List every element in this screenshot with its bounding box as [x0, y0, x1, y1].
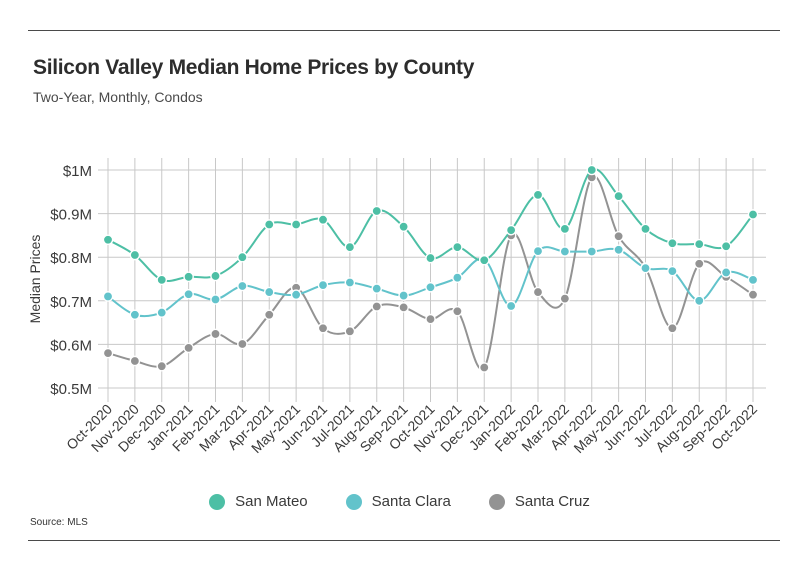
- data-point-san-mateo: [559, 223, 571, 235]
- chart-title: Silicon Valley Median Home Prices by Cou…: [33, 56, 475, 79]
- top-rule: [28, 30, 780, 31]
- data-point-santa-cruz: [613, 230, 624, 242]
- data-point-santa-cruz: [452, 305, 463, 317]
- data-point-san-mateo: [210, 270, 221, 282]
- data-point-san-mateo: [129, 249, 141, 261]
- legend-item: Santa Clara: [345, 493, 451, 510]
- y-tick-label: $0.6M: [50, 337, 92, 354]
- data-point-santa-cruz: [317, 322, 329, 334]
- y-axis-title: Median Prices: [27, 235, 43, 324]
- legend-item: Santa Cruz: [488, 493, 590, 510]
- data-point-santa-clara: [505, 300, 517, 312]
- data-point-santa-clara: [693, 295, 705, 307]
- data-point-san-mateo: [263, 219, 275, 230]
- data-point-santa-cruz: [129, 355, 141, 367]
- chart-subtitle: Two-Year, Monthly, Condos: [33, 89, 203, 105]
- data-point-san-mateo: [371, 205, 383, 217]
- data-point-santa-cruz: [156, 360, 168, 372]
- data-point-santa-cruz: [263, 309, 275, 321]
- data-point-santa-clara: [344, 277, 356, 288]
- data-point-san-mateo: [747, 209, 759, 220]
- data-point-san-mateo: [398, 221, 409, 232]
- data-point-san-mateo: [613, 190, 624, 202]
- data-point-santa-cruz: [425, 313, 436, 325]
- data-point-santa-cruz: [667, 322, 678, 334]
- data-point-santa-clara: [640, 262, 651, 274]
- data-point-santa-clara: [720, 267, 732, 278]
- data-point-san-mateo: [693, 238, 705, 250]
- data-point-santa-clara: [263, 286, 275, 298]
- source-note: Source: MLS: [30, 517, 88, 528]
- data-point-santa-clara: [129, 309, 141, 321]
- data-point-santa-cruz: [344, 326, 356, 337]
- data-point-santa-clara: [317, 279, 329, 291]
- y-tick-label: $0.8M: [50, 250, 92, 267]
- data-point-santa-cruz: [693, 258, 705, 270]
- data-point-san-mateo: [344, 241, 356, 253]
- data-point-santa-clara: [747, 274, 759, 286]
- y-tick-label: $1M: [63, 163, 92, 180]
- data-point-santa-cruz: [237, 338, 248, 350]
- data-point-santa-cruz: [210, 328, 221, 340]
- legend-label: Santa Cruz: [514, 493, 590, 510]
- data-point-santa-clara: [183, 288, 194, 300]
- data-point-santa-clara: [237, 280, 248, 292]
- legend-label: Santa Clara: [371, 493, 451, 510]
- data-point-santa-clara: [398, 290, 409, 301]
- data-point-santa-cruz: [398, 302, 409, 313]
- y-tick-label: $0.5M: [50, 381, 92, 398]
- data-point-san-mateo: [586, 164, 598, 176]
- data-point-santa-clara: [667, 265, 678, 277]
- data-point-san-mateo: [452, 241, 463, 253]
- data-point-san-mateo: [532, 189, 544, 201]
- data-point-santa-clara: [210, 294, 221, 305]
- data-point-santa-cruz: [532, 286, 544, 298]
- data-point-santa-cruz: [747, 289, 759, 300]
- data-point-san-mateo: [102, 234, 114, 246]
- data-point-santa-clara: [425, 281, 436, 293]
- data-point-san-mateo: [478, 254, 490, 266]
- data-point-san-mateo: [183, 271, 194, 283]
- data-point-san-mateo: [640, 223, 651, 235]
- legend-swatch: [345, 493, 362, 510]
- y-tick-label: $0.9M: [50, 207, 92, 224]
- data-point-santa-clara: [559, 246, 571, 257]
- y-tick-label: $0.7M: [50, 294, 92, 311]
- data-point-santa-clara: [613, 244, 624, 256]
- legend-item: San Mateo: [209, 493, 308, 510]
- data-point-santa-clara: [290, 289, 302, 300]
- data-point-san-mateo: [667, 237, 678, 249]
- data-point-santa-cruz: [559, 293, 571, 304]
- data-point-santa-cruz: [371, 301, 383, 312]
- chart-legend: San Mateo Santa Clara Santa Cruz: [0, 493, 799, 510]
- legend-swatch: [209, 493, 226, 510]
- legend-swatch: [488, 493, 505, 510]
- data-point-san-mateo: [505, 224, 517, 236]
- data-point-san-mateo: [156, 274, 168, 286]
- bottom-rule: [28, 540, 780, 541]
- data-point-san-mateo: [425, 252, 436, 264]
- data-point-san-mateo: [237, 251, 248, 263]
- data-point-santa-cruz: [102, 347, 114, 359]
- data-point-san-mateo: [317, 214, 329, 226]
- data-point-santa-clara: [156, 307, 168, 318]
- data-point-santa-clara: [452, 272, 463, 283]
- data-point-santa-clara: [102, 291, 114, 302]
- data-point-san-mateo: [290, 219, 302, 230]
- data-point-santa-cruz: [183, 342, 194, 354]
- data-point-santa-clara: [532, 245, 544, 257]
- data-point-santa-clara: [586, 246, 598, 257]
- legend-label: San Mateo: [235, 493, 308, 510]
- data-point-santa-cruz: [478, 362, 490, 373]
- data-point-san-mateo: [720, 240, 732, 252]
- data-point-santa-clara: [371, 283, 383, 294]
